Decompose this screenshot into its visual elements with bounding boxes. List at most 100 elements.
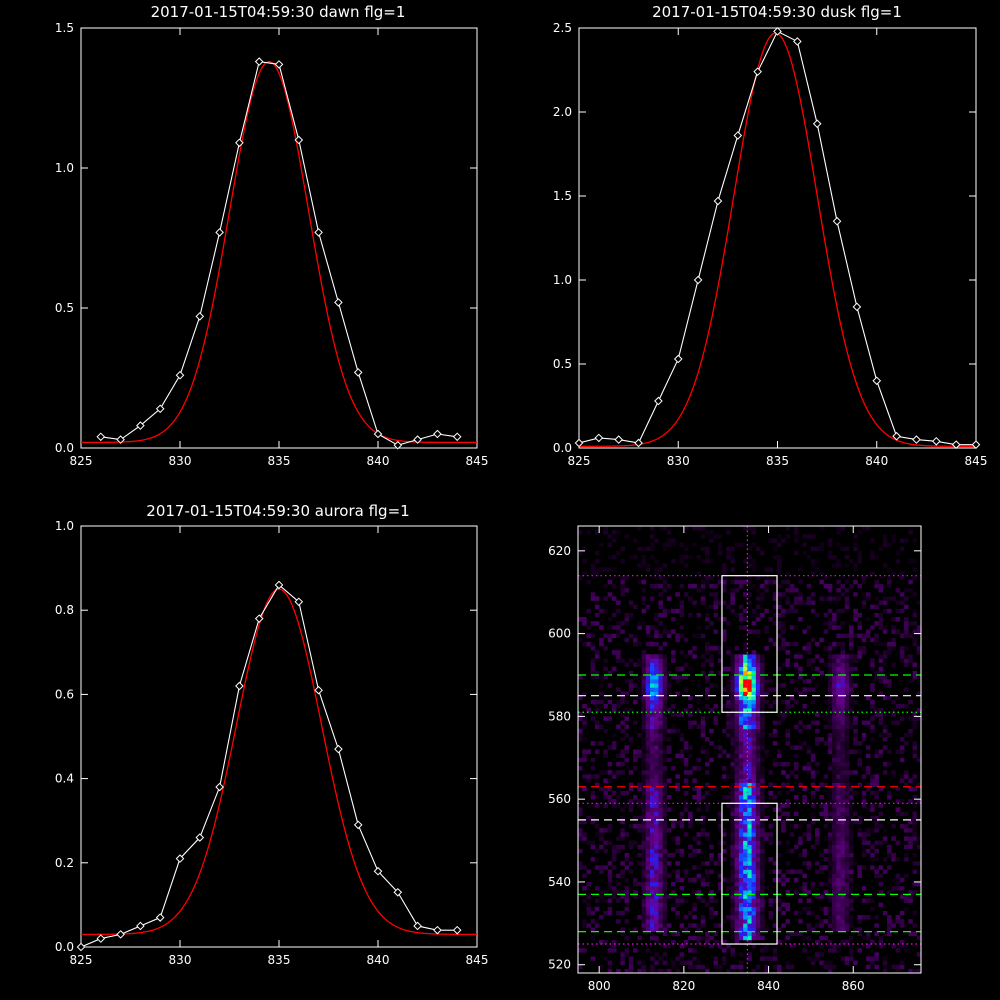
heatmap-cell — [705, 679, 710, 684]
heatmap-cell — [734, 737, 740, 742]
heatmap-cell — [624, 575, 630, 581]
heatmap-cell — [836, 881, 841, 887]
heatmap-cell — [641, 695, 647, 701]
heatmap-cell — [882, 641, 888, 647]
heatmap-cell — [874, 749, 879, 754]
heatmap-cell — [836, 737, 841, 742]
heatmap-cell — [836, 944, 841, 949]
heatmap-cell — [810, 790, 816, 796]
heatmap-cell — [582, 832, 587, 837]
heatmap-cell — [662, 542, 668, 547]
heatmap-cell — [709, 935, 714, 941]
heatmap-cell — [908, 799, 913, 804]
aurora-chart: 2017-01-15T04:59:30 aurora flg=1 825 830 8… — [55, 502, 489, 967]
heatmap-cell — [904, 741, 909, 746]
heatmap-cell — [768, 898, 774, 903]
heatmap-cell — [827, 766, 833, 771]
heatmap-cell — [700, 935, 706, 941]
heatmap-cell — [692, 848, 697, 854]
heatmap-cell — [806, 923, 812, 928]
heatmap-cell — [768, 824, 774, 829]
heatmap-cell — [802, 542, 807, 547]
heatmap-cell — [649, 716, 655, 721]
heatmap-cell — [895, 873, 901, 879]
heatmap-cell — [747, 881, 752, 887]
heatmap-cell — [789, 824, 795, 829]
heatmap-cell — [887, 795, 892, 800]
heatmap-cell — [840, 927, 846, 932]
heatmap-cell — [654, 633, 659, 639]
heatmap-cell — [751, 824, 757, 829]
heatmap-cell — [912, 910, 918, 916]
heatmap-cell — [599, 890, 604, 895]
heatmap-cell — [760, 948, 765, 953]
heatmap-cell — [738, 732, 744, 738]
heatmap-cell — [861, 720, 867, 725]
heatmap-cell — [578, 766, 583, 771]
heatmap-cell — [827, 828, 833, 833]
heatmap-cell — [671, 931, 676, 937]
heatmap-cell — [590, 766, 596, 771]
heatmap-cell — [641, 840, 647, 845]
heatmap-cell — [857, 815, 863, 821]
heatmap-cell — [730, 666, 735, 672]
heatmap-cell — [882, 712, 888, 717]
heatmap-cell — [628, 786, 634, 792]
heatmap-cell — [599, 699, 604, 705]
heatmap-cell — [738, 815, 744, 821]
heatmap-cell — [836, 927, 841, 932]
heatmap-cell — [679, 542, 685, 547]
heatmap-cell — [781, 761, 786, 767]
heatmap-cell — [675, 956, 680, 961]
heatmap-cell — [815, 641, 820, 647]
heatmap-cell — [641, 670, 647, 676]
heatmap-cell — [654, 716, 659, 721]
heatmap-cell — [781, 621, 786, 626]
heatmap-cell — [815, 939, 820, 945]
heatmap-cell — [751, 737, 757, 742]
heatmap-cell — [751, 944, 757, 949]
heatmap-cell — [734, 724, 740, 730]
heatmap-cell — [734, 919, 740, 924]
heatmap-cell — [713, 600, 719, 605]
heatmap-cell — [810, 563, 816, 568]
heatmap-cell — [870, 774, 875, 779]
heatmap-cell — [827, 596, 833, 601]
heatmap-cell — [815, 836, 820, 841]
heatmap-cell — [819, 960, 824, 966]
heatmap-cell — [734, 877, 740, 883]
heatmap-cell — [743, 939, 748, 945]
heatmap-cell — [633, 662, 638, 668]
heatmap-cell — [721, 956, 727, 961]
heatmap-cell — [760, 774, 765, 779]
heatmap-cell — [738, 749, 744, 754]
heatmap-cell — [599, 683, 604, 688]
heatmap-cell — [785, 526, 791, 531]
heatmap-cell — [819, 944, 824, 949]
heatmap-cell — [649, 699, 655, 705]
heatmap-cell — [658, 749, 663, 754]
heatmap-cell — [688, 923, 693, 928]
heatmap-cell — [624, 679, 630, 684]
heatmap-cell — [755, 741, 761, 746]
heatmap-cell — [785, 960, 791, 966]
heatmap-cell — [713, 583, 719, 589]
heatmap-cell — [760, 848, 765, 854]
heatmap-cell — [679, 583, 685, 589]
heatmap-cell — [654, 886, 659, 891]
dawn-data-point — [215, 228, 224, 237]
heatmap-cell — [899, 910, 905, 916]
heatmap-cell — [683, 915, 689, 920]
heatmap-cell — [827, 877, 833, 883]
heatmap-cell — [662, 753, 668, 759]
heatmap-cell — [734, 761, 740, 767]
heatmap-cell — [865, 956, 871, 961]
heatmap-cell — [726, 546, 731, 552]
heatmap-cell — [815, 737, 820, 742]
heatmap-cell — [624, 952, 630, 957]
heatmap-cell — [705, 617, 710, 622]
heatmap-cell — [590, 567, 596, 572]
heatmap-cell — [755, 824, 761, 829]
heatmap-cell — [713, 898, 719, 903]
heatmap-cell — [645, 757, 651, 763]
